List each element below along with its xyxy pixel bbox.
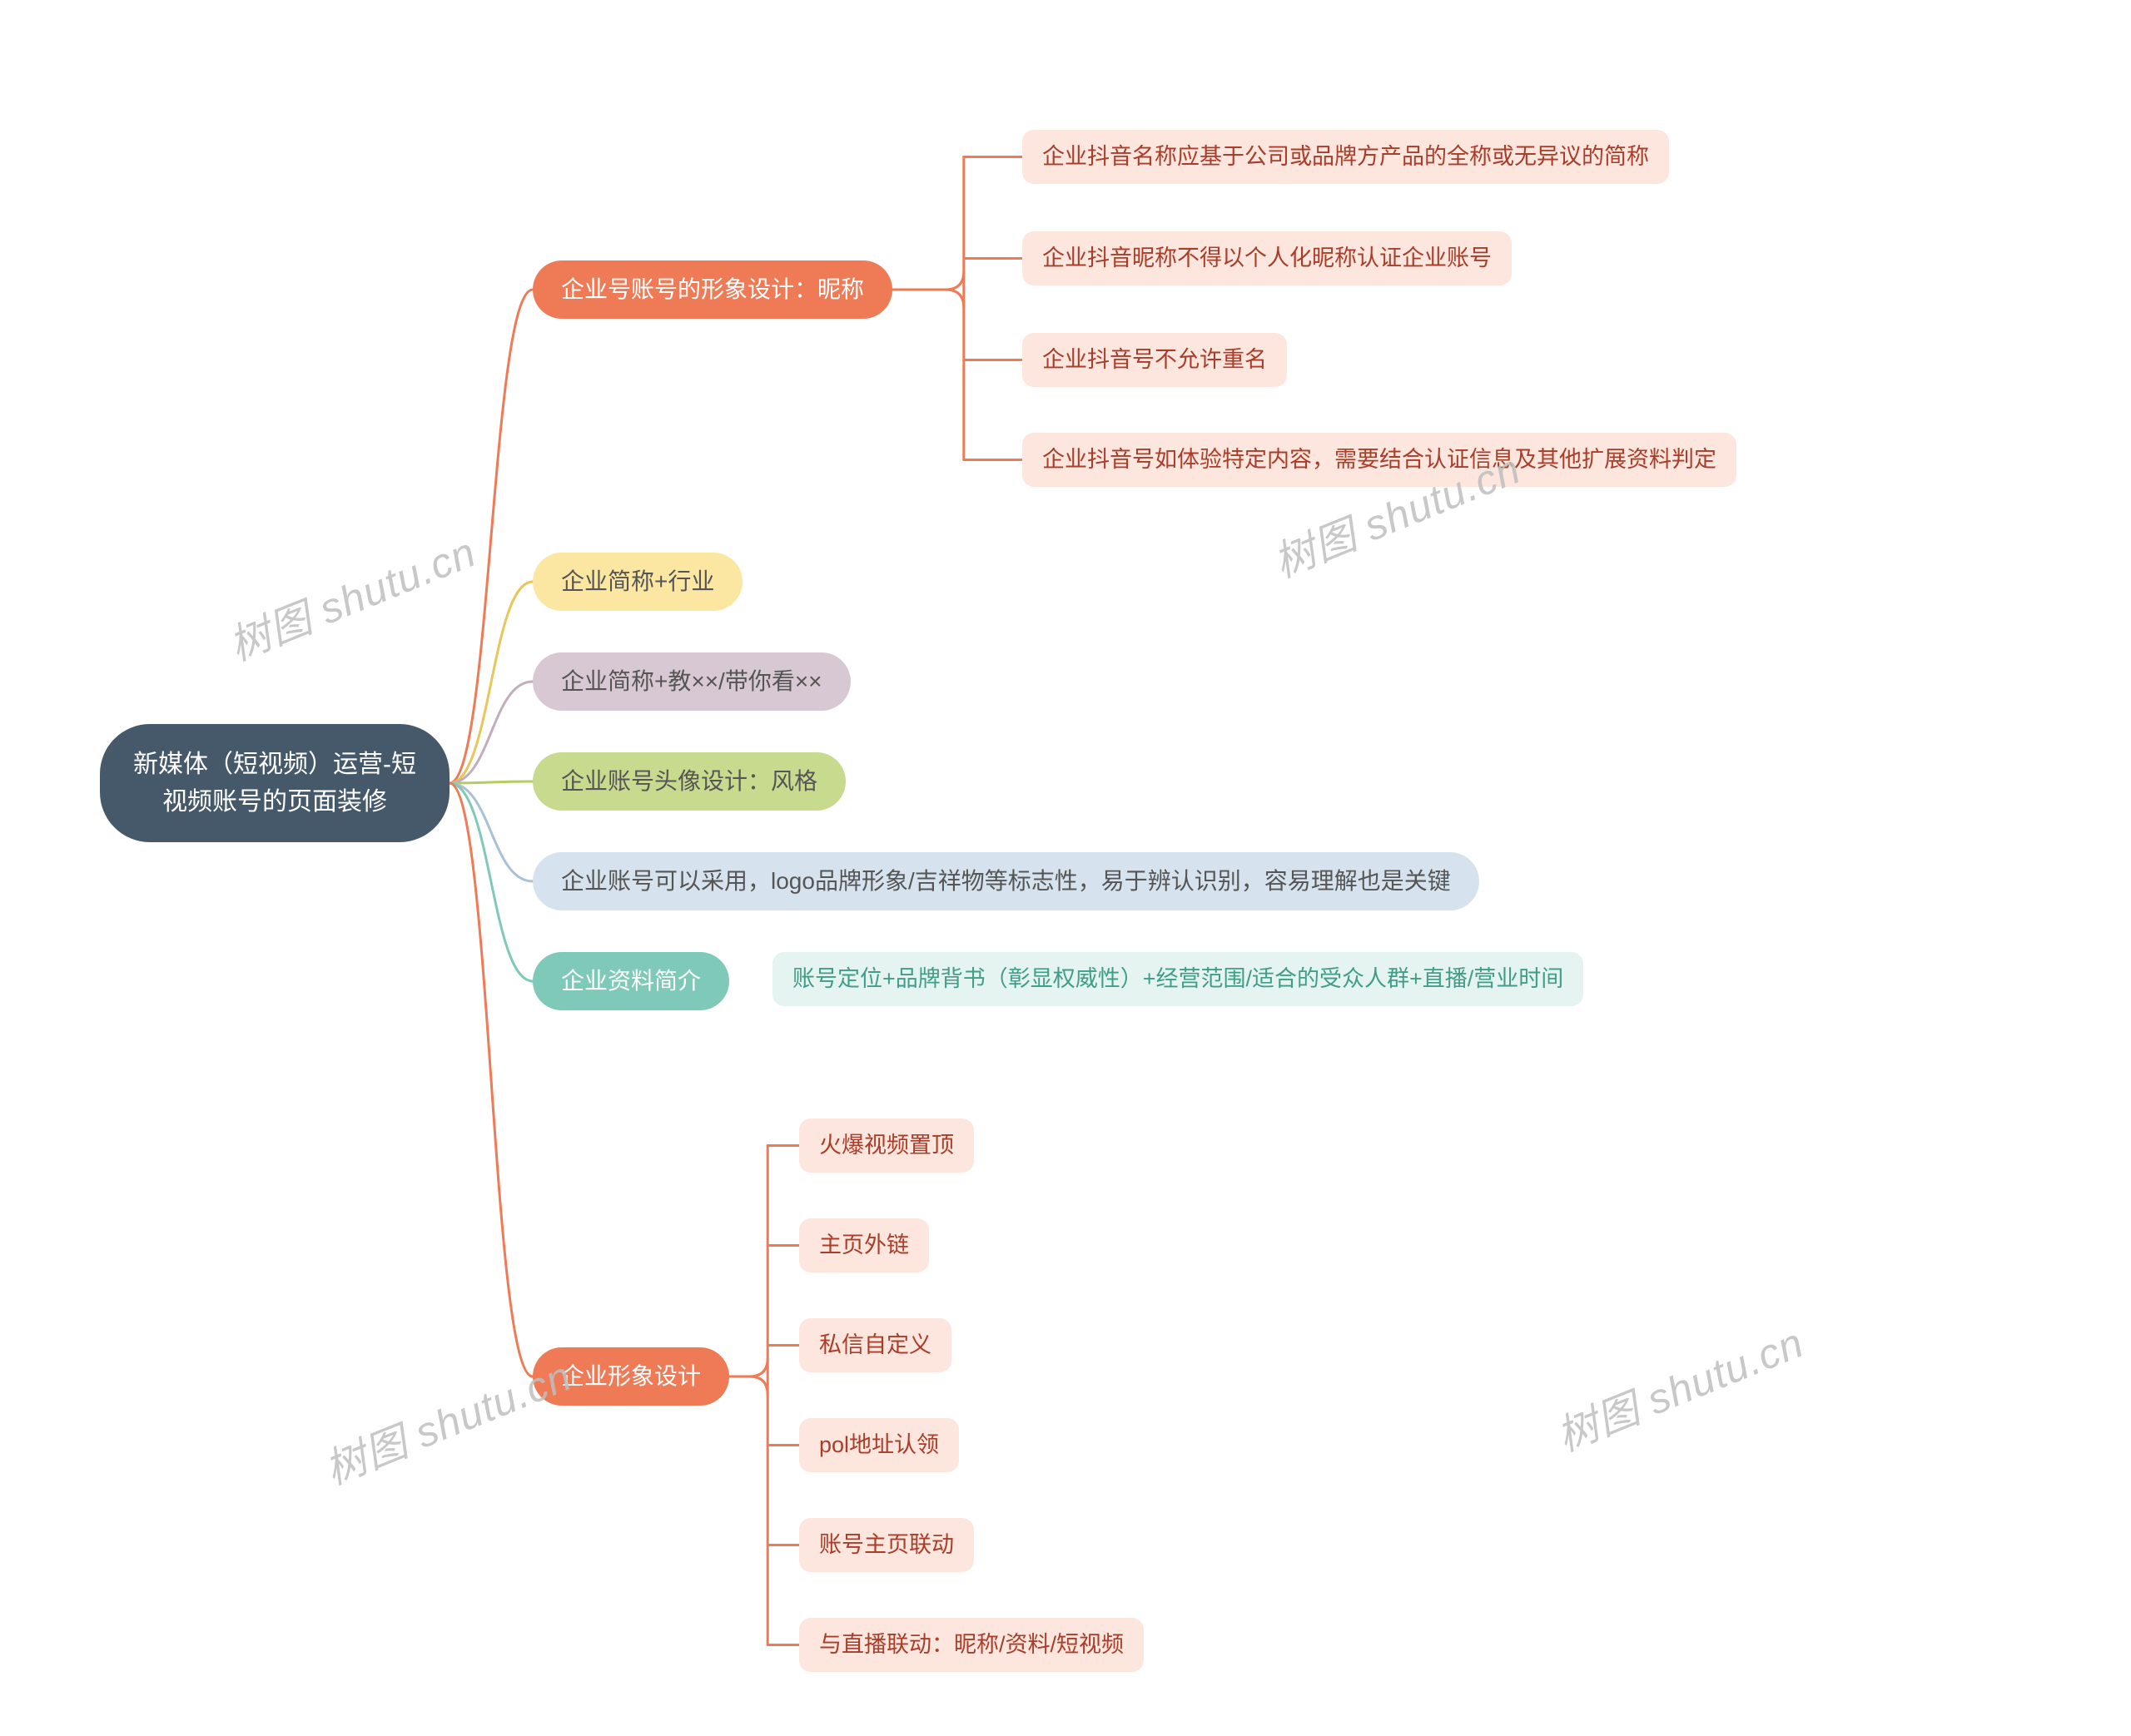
- root-node[interactable]: 新媒体（短视频）运营-短视频账号的页面装修: [100, 724, 450, 842]
- leaf-pin-hot-video: 火爆视频置顶: [799, 1118, 974, 1173]
- mindmap-canvas: 新媒体（短视频）运营-短视频账号的页面装修 企业号账号的形象设计：昵称 企业抖音…: [0, 0, 2131, 1736]
- watermark: 树图 shutu.cn: [1547, 1310, 1811, 1463]
- branch-avatar-style[interactable]: 企业账号头像设计：风格: [533, 752, 846, 811]
- branch-avatar-logo-note[interactable]: 企业账号可以采用，logo品牌形象/吉祥物等标志性，易于辨认识别，容易理解也是关…: [533, 852, 1479, 910]
- leaf-live-linkage: 与直播联动：昵称/资料/短视频: [799, 1618, 1144, 1672]
- leaf-poi-claim: pol地址认领: [799, 1418, 959, 1472]
- branch-nickname-design[interactable]: 企业号账号的形象设计：昵称: [533, 260, 892, 319]
- watermark: 树图 shutu.cn: [219, 519, 484, 672]
- leaf-profile-intro-detail: 账号定位+品牌背书（彰显权威性）+经营范围/适合的受众人群+直播/营业时间: [772, 952, 1583, 1006]
- leaf-nickname-rule-2: 企业抖音昵称不得以个人化昵称认证企业账号: [1022, 231, 1512, 285]
- leaf-dm-custom: 私信自定义: [799, 1318, 951, 1372]
- branch-corporate-image[interactable]: 企业形象设计: [533, 1347, 729, 1406]
- branch-profile-intro[interactable]: 企业资料简介: [533, 952, 729, 1010]
- leaf-account-linkage: 账号主页联动: [799, 1518, 974, 1572]
- leaf-nickname-rule-3: 企业抖音号不允许重名: [1022, 333, 1287, 387]
- leaf-nickname-rule-1: 企业抖音名称应基于公司或品牌方产品的全称或无异议的简称: [1022, 130, 1669, 184]
- leaf-nickname-rule-4: 企业抖音号如体验特定内容，需要结合认证信息及其他扩展资料判定: [1022, 433, 1736, 487]
- branch-short-name-industry[interactable]: 企业简称+行业: [533, 553, 743, 611]
- branch-short-name-teach[interactable]: 企业简称+教××/带你看××: [533, 652, 851, 711]
- leaf-homepage-link: 主页外链: [799, 1218, 929, 1272]
